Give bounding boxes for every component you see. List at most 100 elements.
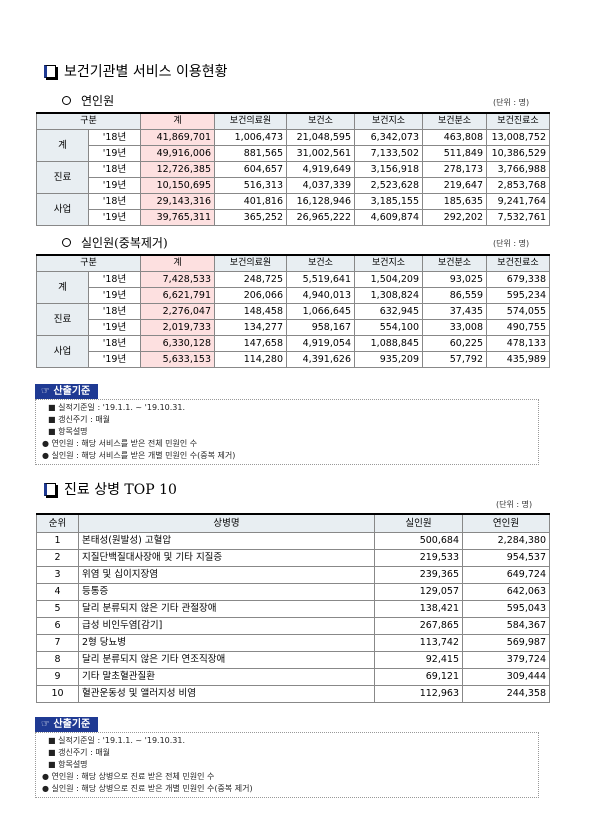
- value-cell: 6,330,128: [140, 335, 215, 352]
- table-row: 사업 '18년 29,143,316 401,816 16,128,946 3,185,1…: [36, 193, 550, 226]
- value-cell: 1,066,645: [286, 303, 355, 320]
- basis-line: ■ 갱신주기 : 매월: [48, 748, 111, 757]
- year-cell: '18년: [88, 129, 141, 146]
- value-cell: 365,252: [214, 209, 287, 226]
- value-cell: 7,428,533: [140, 271, 215, 288]
- value-cell: 435,989: [486, 351, 550, 368]
- basis-line: ■ 갱신주기 : 매월: [48, 415, 111, 424]
- basis-line: ● 실인원 : 해당 상병으로 진료 받은 개별 민원인 수(중복 제거): [42, 784, 253, 793]
- total-count-cell: 649,724: [462, 566, 550, 584]
- basis-2: ☞ 산출기준 ■ 실적기준일 : '19.1.1. ~ '19.10.31. ■ …: [35, 712, 539, 798]
- basis-1-header: ☞ 산출기준: [35, 384, 99, 399]
- value-cell: 4,391,626: [286, 351, 355, 368]
- value-cell: 185,635: [422, 193, 487, 210]
- circle-bullet-icon: [62, 238, 71, 247]
- table-row: '19년 49,916,006 881,565 31,002,561 7,133,502…: [37, 145, 550, 162]
- value-cell: 9,241,764: [486, 193, 550, 210]
- table-row: 계 '18년 41,869,701 1,006,473 21,048,595 6,342,…: [36, 129, 550, 162]
- disease-name-cell: 2형 당뇨병: [78, 634, 375, 652]
- year-cell: '18년: [88, 303, 141, 320]
- value-cell: 935,209: [354, 351, 423, 368]
- year-cell: '19년: [88, 351, 141, 368]
- value-cell: 4,919,054: [286, 335, 355, 352]
- value-cell: 2,019,733: [140, 319, 215, 336]
- top10-row: 8 달리 분류되지 않은 기타 연조직장애 92,415 379,724: [36, 651, 550, 669]
- table-row: 사업 '18년 6,330,128 147,658 4,919,054 1,088,845…: [36, 335, 550, 368]
- value-cell: 278,173: [422, 161, 487, 178]
- table-row: '19년 10,150,695 516,313 4,037,339 2,523,628 2…: [37, 177, 550, 194]
- real-count-cell: 239,365: [374, 566, 463, 584]
- value-cell: 4,919,649: [286, 161, 355, 178]
- top10-table: 순위 상병명 실인원 연인원 1 본태성(원발성) 고혈압 500,684 2,284,380…: [36, 513, 550, 703]
- basis-line: ■ 항목설명: [48, 427, 88, 436]
- value-cell: 3,185,155: [354, 193, 423, 210]
- group-label: 사업: [36, 335, 89, 368]
- value-cell: 13,008,752: [486, 129, 550, 146]
- value-cell: 679,338: [486, 271, 550, 288]
- value-cell: 29,143,316: [140, 193, 215, 210]
- year-cell: '18년: [88, 193, 141, 210]
- top10-row: 7 2형 당뇨병 113,742 569,987: [36, 634, 550, 652]
- group-label: 계: [36, 129, 89, 162]
- disease-name-cell: 급성 비인두염[감기]: [78, 617, 375, 635]
- basis-2-header: ☞ 산출기준: [35, 717, 99, 732]
- value-cell: 86,559: [422, 287, 487, 304]
- value-cell: 33,008: [422, 319, 487, 336]
- rank-cell: 6: [36, 617, 79, 635]
- year-cell: '18년: [88, 271, 141, 288]
- value-cell: 6,621,791: [140, 287, 215, 304]
- value-cell: 516,313: [214, 177, 287, 194]
- value-cell: 37,435: [422, 303, 487, 320]
- value-cell: 1,088,845: [354, 335, 423, 352]
- disease-name-cell: 지질단백질대사장애 및 기타 지질증: [78, 549, 375, 567]
- value-cell: 2,276,047: [140, 303, 215, 320]
- table-a: 구분 계 보건의료원 보건소 보건지소 보건분소 보건진료소 계 '18년 41,869,701 1…: [36, 112, 550, 226]
- disease-name-cell: 등통증: [78, 583, 375, 601]
- year-cell: '19년: [88, 177, 141, 194]
- table-b: 구분 계 보건의료원 보건소 보건지소 보건분소 보건진료소 계 '18년 7,428,533 24…: [36, 254, 550, 368]
- value-cell: 31,002,561: [286, 145, 355, 162]
- real-count-cell: 219,533: [374, 549, 463, 567]
- value-cell: 574,055: [486, 303, 550, 320]
- column-header: 실인원: [374, 513, 463, 533]
- top10-header-row: 순위 상병명 실인원 연인원: [36, 513, 550, 533]
- basis-line: ■ 실적기준일 : '19.1.1. ~ '19.10.31.: [48, 403, 186, 412]
- value-cell: 60,225: [422, 335, 487, 352]
- top10-row: 9 기타 말초혈관질환 69,121 309,444: [36, 668, 550, 686]
- value-cell: 511,849: [422, 145, 487, 162]
- value-cell: 26,965,222: [286, 209, 355, 226]
- year-cell: '18년: [88, 161, 141, 178]
- value-cell: 490,755: [486, 319, 550, 336]
- value-cell: 3,766,988: [486, 161, 550, 178]
- rank-cell: 9: [36, 668, 79, 686]
- column-header: 보건진료소: [486, 254, 550, 272]
- table-row: 진료 '18년 12,726,385 604,657 4,919,649 3,156,91…: [36, 161, 550, 194]
- rank-cell: 8: [36, 651, 79, 669]
- group-label: 사업: [36, 193, 89, 226]
- column-header: 순위: [36, 513, 79, 533]
- total-count-cell: 642,063: [462, 583, 550, 601]
- section1-title: 보건기관별 서비스 이용현황: [44, 61, 227, 81]
- column-header: 상병명: [78, 513, 375, 533]
- value-cell: 10,150,695: [140, 177, 215, 194]
- column-header: 구분: [36, 112, 141, 130]
- real-count-cell: 112,963: [374, 685, 463, 703]
- rank-cell: 3: [36, 566, 79, 584]
- total-count-cell: 595,043: [462, 600, 550, 618]
- value-cell: 7,532,761: [486, 209, 550, 226]
- column-header: 보건진료소: [486, 112, 550, 130]
- table-row: '19년 2,019,733 134,277 958,167 554,100 33,008…: [37, 319, 550, 336]
- value-cell: 206,066: [214, 287, 287, 304]
- value-cell: 134,277: [214, 319, 287, 336]
- rank-cell: 7: [36, 634, 79, 652]
- value-cell: 41,869,701: [140, 129, 215, 146]
- real-count-cell: 92,415: [374, 651, 463, 669]
- table-b-subtitle: 실인원(중복제거): [62, 234, 168, 251]
- value-cell: 632,945: [354, 303, 423, 320]
- value-cell: 881,565: [214, 145, 287, 162]
- value-cell: 39,765,311: [140, 209, 215, 226]
- total-count-cell: 584,367: [462, 617, 550, 635]
- year-cell: '18년: [88, 335, 141, 352]
- top10-row: 4 등통증 129,057 642,063: [36, 583, 550, 601]
- rank-cell: 4: [36, 583, 79, 601]
